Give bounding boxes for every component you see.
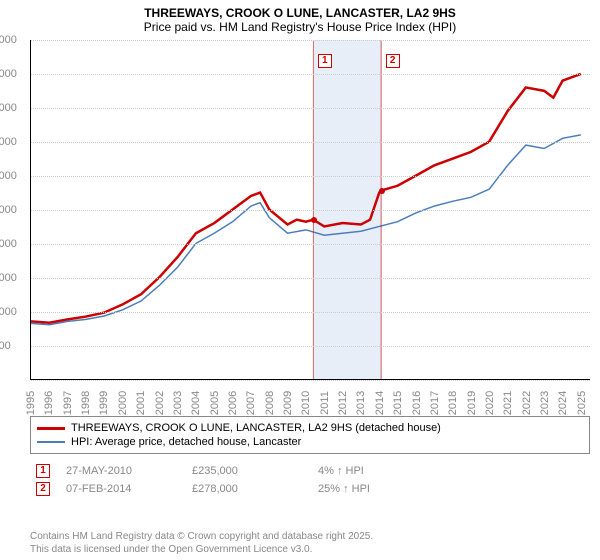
x-tick-label: 2006 xyxy=(227,391,239,415)
chart-subtitle: Price paid vs. HM Land Registry's House … xyxy=(0,20,600,34)
y-tick-label: £300,000 xyxy=(0,170,31,182)
x-tick-label: 2014 xyxy=(374,391,386,415)
footer-line-1: Contains HM Land Registry data © Crown c… xyxy=(30,530,373,543)
x-tick-label: 2000 xyxy=(117,391,129,415)
series-line xyxy=(31,135,581,325)
y-tick-label: £150,000 xyxy=(0,272,31,284)
footer-line-2: This data is licensed under the Open Gov… xyxy=(30,543,373,556)
y-gridline xyxy=(31,74,590,75)
x-tick-label: 2019 xyxy=(466,391,478,415)
y-tick-label: £400,000 xyxy=(0,102,31,114)
y-gridline xyxy=(31,108,590,109)
sale-marker-box: 2 xyxy=(386,54,400,68)
sale-date: 27-MAY-2010 xyxy=(66,465,176,477)
y-tick-label: £200,000 xyxy=(0,238,31,250)
x-tick-label: 2018 xyxy=(447,391,459,415)
sale-dot xyxy=(311,217,317,223)
legend-box: THREEWAYS, CROOK O LUNE, LANCASTER, LA2 … xyxy=(30,416,590,454)
sale-price: £278,000 xyxy=(192,483,302,495)
x-tick-label: 1999 xyxy=(98,391,110,415)
x-tick-label: 2017 xyxy=(429,391,441,415)
x-tick-label: 1996 xyxy=(43,391,55,415)
x-tick-label: 2020 xyxy=(484,391,496,415)
x-tick-label: 2023 xyxy=(539,391,551,415)
y-gridline xyxy=(31,346,590,347)
x-tick-label: 2010 xyxy=(300,391,312,415)
sale-row-marker: 2 xyxy=(36,482,50,496)
sale-row: 2 07-FEB-2014 £278,000 25% ↑ HPI xyxy=(30,480,590,498)
x-tick-label: 2011 xyxy=(319,391,331,415)
y-tick-label: £50,000 xyxy=(0,340,31,352)
legend-label: THREEWAYS, CROOK O LUNE, LANCASTER, LA2 … xyxy=(71,422,441,434)
x-tick-label: 2013 xyxy=(355,391,367,415)
x-tick-label: 1997 xyxy=(62,391,74,415)
legend-row: HPI: Average price, detached house, Lanc… xyxy=(37,435,583,449)
y-tick-label: £450,000 xyxy=(0,68,31,80)
title-block: THREEWAYS, CROOK O LUNE, LANCASTER, LA2 … xyxy=(0,0,600,36)
y-tick-label: £0 xyxy=(0,374,31,386)
series-line xyxy=(31,74,581,323)
sale-price: £235,000 xyxy=(192,465,302,477)
y-gridline xyxy=(31,142,590,143)
footer-attribution: Contains HM Land Registry data © Crown c… xyxy=(30,530,373,556)
x-tick-label: 2012 xyxy=(337,391,349,415)
x-tick-label: 2009 xyxy=(282,391,294,415)
x-tick-label: 2022 xyxy=(521,391,533,415)
x-tick-label: 2004 xyxy=(190,391,202,415)
sale-delta: 25% ↑ HPI xyxy=(318,483,428,495)
y-gridline xyxy=(31,210,590,211)
chart-plot-area: £0£50,000£100,000£150,000£200,000£250,00… xyxy=(30,40,590,380)
x-tick-label: 2015 xyxy=(392,391,404,415)
y-gridline xyxy=(31,278,590,279)
chart-title: THREEWAYS, CROOK O LUNE, LANCASTER, LA2 … xyxy=(0,6,600,20)
y-tick-label: £350,000 xyxy=(0,136,31,148)
x-tick-label: 2005 xyxy=(209,391,221,415)
y-tick-label: £250,000 xyxy=(0,204,31,216)
legend-label: HPI: Average price, detached house, Lanc… xyxy=(71,436,301,448)
y-tick-label: £500,000 xyxy=(0,34,31,46)
x-tick-label: 2024 xyxy=(557,391,569,415)
x-tick-label: 2008 xyxy=(264,391,276,415)
sale-date: 07-FEB-2014 xyxy=(66,483,176,495)
y-gridline xyxy=(31,40,590,41)
sales-table: 1 27-MAY-2010 £235,000 4% ↑ HPI 2 07-FEB-2014… xyxy=(30,462,590,498)
sale-delta: 4% ↑ HPI xyxy=(318,465,428,477)
sale-dot xyxy=(379,188,385,194)
x-tick-label: 2003 xyxy=(172,391,184,415)
x-tick-label: 2016 xyxy=(411,391,423,415)
x-tick-label: 2025 xyxy=(576,391,588,415)
y-gridline xyxy=(31,176,590,177)
x-tick-label: 2001 xyxy=(135,391,147,415)
y-tick-label: £100,000 xyxy=(0,306,31,318)
x-tick-label: 1995 xyxy=(25,391,37,415)
y-gridline xyxy=(31,380,590,381)
legend-row: THREEWAYS, CROOK O LUNE, LANCASTER, LA2 … xyxy=(37,421,583,435)
sale-row: 1 27-MAY-2010 £235,000 4% ↑ HPI xyxy=(30,462,590,480)
x-tick-label: 1998 xyxy=(80,391,92,415)
legend-swatch xyxy=(37,441,65,443)
legend-swatch xyxy=(37,427,65,430)
sale-marker-box: 1 xyxy=(318,54,332,68)
x-tick-label: 2007 xyxy=(245,391,257,415)
x-tick-label: 2021 xyxy=(502,391,514,415)
y-gridline xyxy=(31,244,590,245)
x-tick-label: 2002 xyxy=(154,391,166,415)
y-gridline xyxy=(31,312,590,313)
sale-row-marker: 1 xyxy=(36,464,50,478)
